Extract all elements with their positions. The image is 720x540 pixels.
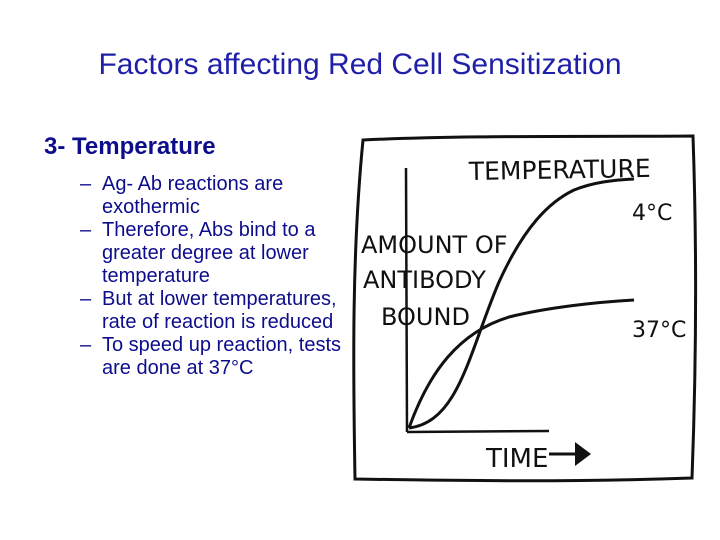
bullet-marker: – <box>80 288 92 310</box>
curve-4c <box>408 177 635 430</box>
section-heading: 3- Temperature <box>44 133 216 160</box>
bullet-item: – Therefore, Abs bind to a greater degre… <box>80 219 355 288</box>
figure-title: TEMPERATURE <box>468 154 651 186</box>
bullet-marker: – <box>80 334 92 356</box>
bullet-text: Ag- Ab reactions are exothermic <box>102 173 284 218</box>
y-axis-line <box>404 167 409 433</box>
bullet-list: – Ag- Ab reactions are exothermic – Ther… <box>80 173 355 380</box>
x-axis-arrowhead-icon <box>575 442 591 466</box>
x-axis-label: TIME <box>485 444 548 474</box>
y-axis-label-line-3: BOUND <box>381 303 470 331</box>
bullet-text: But at lower temperatures, rate of react… <box>102 288 337 333</box>
curve-label-4c: 4°C <box>632 201 672 226</box>
bullet-item: – But at lower temperatures, rate of rea… <box>80 288 355 334</box>
bullet-item: – Ag- Ab reactions are exothermic <box>80 173 355 219</box>
bullet-text: Therefore, Abs bind to a greater degree … <box>102 219 316 287</box>
curve-label-37c: 37°C <box>632 318 686 343</box>
figure-frame <box>352 134 698 483</box>
bullet-marker: – <box>80 219 92 241</box>
bullet-item: – To speed up reaction, tests are done a… <box>80 334 355 380</box>
y-axis-label-line-1: AMOUNT OF <box>361 231 508 259</box>
slide-title: Factors affecting Red Cell Sensitization <box>98 48 622 81</box>
curve-37c <box>407 298 635 429</box>
bullet-marker: – <box>80 173 92 195</box>
y-axis-label-line-2: ANTIBODY <box>363 266 486 294</box>
x-axis-line <box>406 429 550 434</box>
temperature-sketch-figure: TEMPERATURE AMOUNT OF ANTIBODY BOUND 4°C… <box>352 134 698 483</box>
bullet-text: To speed up reaction, tests are done at … <box>102 334 342 379</box>
